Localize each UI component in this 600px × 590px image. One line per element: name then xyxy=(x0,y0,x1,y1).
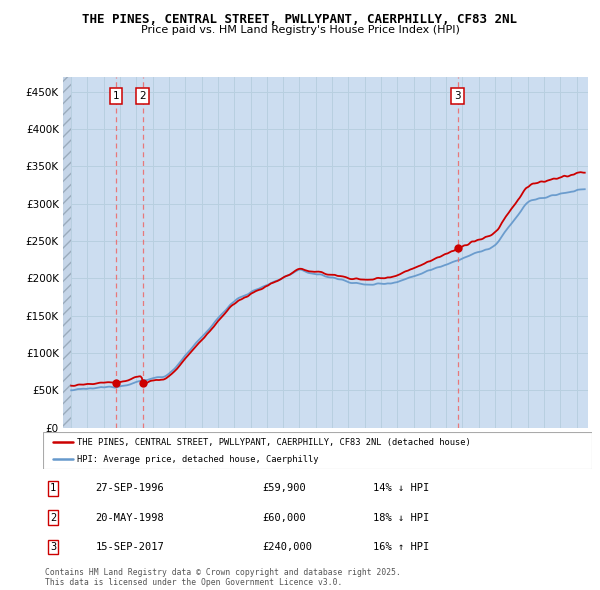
Text: 1: 1 xyxy=(50,483,56,493)
Text: 27-SEP-1996: 27-SEP-1996 xyxy=(95,483,164,493)
Text: 20-MAY-1998: 20-MAY-1998 xyxy=(95,513,164,523)
Text: THE PINES, CENTRAL STREET, PWLLYPANT, CAERPHILLY, CF83 2NL: THE PINES, CENTRAL STREET, PWLLYPANT, CA… xyxy=(83,13,517,26)
Text: £240,000: £240,000 xyxy=(263,542,313,552)
Bar xyxy=(63,77,71,428)
Text: THE PINES, CENTRAL STREET, PWLLYPANT, CAERPHILLY, CF83 2NL (detached house): THE PINES, CENTRAL STREET, PWLLYPANT, CA… xyxy=(77,438,471,447)
Text: 2: 2 xyxy=(50,513,56,523)
Text: 16% ↑ HPI: 16% ↑ HPI xyxy=(373,542,429,552)
Text: 14% ↓ HPI: 14% ↓ HPI xyxy=(373,483,429,493)
Text: 1: 1 xyxy=(113,91,119,101)
Text: HPI: Average price, detached house, Caerphilly: HPI: Average price, detached house, Caer… xyxy=(77,455,319,464)
Text: £59,900: £59,900 xyxy=(263,483,307,493)
Text: 3: 3 xyxy=(50,542,56,552)
Text: 3: 3 xyxy=(454,91,461,101)
Text: Contains HM Land Registry data © Crown copyright and database right 2025.
This d: Contains HM Land Registry data © Crown c… xyxy=(45,568,401,587)
Text: Price paid vs. HM Land Registry's House Price Index (HPI): Price paid vs. HM Land Registry's House … xyxy=(140,25,460,35)
Bar xyxy=(63,77,71,428)
Text: £60,000: £60,000 xyxy=(263,513,307,523)
Text: 15-SEP-2017: 15-SEP-2017 xyxy=(95,542,164,552)
Text: 2: 2 xyxy=(139,91,146,101)
Text: 18% ↓ HPI: 18% ↓ HPI xyxy=(373,513,429,523)
